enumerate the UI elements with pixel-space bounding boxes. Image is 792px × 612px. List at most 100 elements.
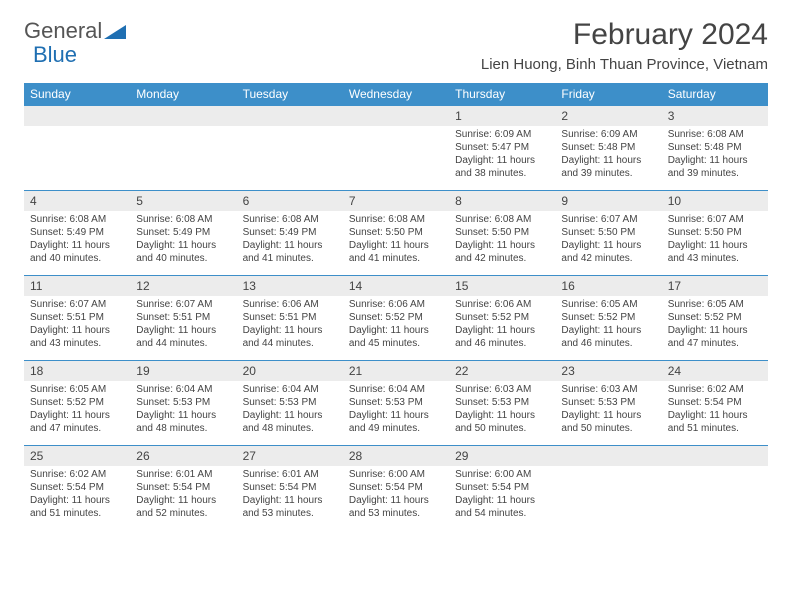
sunset-text: Sunset: 5:54 PM	[349, 482, 423, 493]
day-number: 27	[237, 446, 343, 467]
daylight-text: Daylight: 11 hours and 40 minutes.	[30, 240, 110, 264]
daylight-text: Daylight: 11 hours and 48 minutes.	[243, 410, 323, 434]
day-cell: Sunrise: 6:08 AMSunset: 5:49 PMDaylight:…	[237, 211, 343, 276]
sunset-text: Sunset: 5:51 PM	[30, 312, 104, 323]
detail-row: Sunrise: 6:05 AM Sunset: 5:52 PM Daylight:…	[24, 381, 768, 446]
daylight-text: Daylight: 11 hours and 52 minutes.	[136, 495, 216, 519]
sunset-text: Sunset: 5:51 PM	[136, 312, 210, 323]
day-cell: Sunrise: 6:03 AMSunset: 5:53 PMDaylight:…	[555, 381, 661, 446]
sunrise-text: Sunrise: 6:08 AM	[349, 214, 425, 225]
day-number: 8	[449, 191, 555, 212]
daylight-text: Daylight: 11 hours and 40 minutes.	[136, 240, 216, 264]
sunrise-text: Sunrise: 6:08 AM	[30, 214, 106, 225]
day-cell	[24, 126, 130, 191]
day-number: 7	[343, 191, 449, 212]
daylight-text: Daylight: 11 hours and 39 minutes.	[561, 155, 641, 179]
day-number: 1	[449, 106, 555, 127]
day-cell: Sunrise: 6:06 AMSunset: 5:51 PMDaylight:…	[237, 296, 343, 361]
sunset-text: Sunset: 5:54 PM	[243, 482, 317, 493]
daylight-text: Daylight: 11 hours and 51 minutes.	[30, 495, 110, 519]
sunset-text: Sunset: 5:54 PM	[136, 482, 210, 493]
daylight-text: Daylight: 11 hours and 44 minutes.	[136, 325, 216, 349]
day-header: Thursday	[449, 83, 555, 106]
day-cell: Sunrise: 6:09 AMSunset: 5:48 PMDaylight:…	[555, 126, 661, 191]
day-number	[555, 446, 661, 467]
day-cell	[237, 126, 343, 191]
sunset-text: Sunset: 5:48 PM	[561, 142, 635, 153]
sunset-text: Sunset: 5:53 PM	[243, 397, 317, 408]
day-number: 19	[130, 361, 236, 382]
daylight-text: Daylight: 11 hours and 49 minutes.	[349, 410, 429, 434]
day-cell: Sunrise: 6:05 AM Sunset: 5:52 PM Daylight:…	[555, 296, 661, 361]
daynum-row: 11121314151617	[24, 276, 768, 297]
sunset-text: Sunset: 5:50 PM	[561, 227, 635, 238]
logo: General	[24, 18, 126, 44]
sunrise-text: Sunrise: 6:07 AM	[136, 299, 212, 310]
month-title: February 2024	[481, 18, 768, 52]
day-number	[130, 106, 236, 127]
sunrise-text: Sunrise: 6:06 AM	[243, 299, 319, 310]
daylight-text: Daylight: 11 hours and 53 minutes.	[349, 495, 429, 519]
day-number: 16	[555, 276, 661, 297]
detail-row: Sunrise: 6:02 AMSunset: 5:54 PMDaylight:…	[24, 466, 768, 530]
day-number: 20	[237, 361, 343, 382]
day-number: 22	[449, 361, 555, 382]
sunset-text: Sunset: 5:52 PM	[455, 312, 529, 323]
day-cell: Sunrise: 6:01 AMSunset: 5:54 PMDaylight:…	[237, 466, 343, 530]
day-number: 13	[237, 276, 343, 297]
day-header: Sunday	[24, 83, 130, 106]
day-cell: Sunrise: 6:02 AMSunset: 5:54 PMDaylight:…	[662, 381, 768, 446]
daylight-text: Daylight: 11 hours and 42 minutes.	[561, 240, 641, 264]
sunrise-text: Sunrise: 6:01 AM	[243, 469, 319, 480]
daylight-text: Daylight: 11 hours and 43 minutes.	[668, 240, 748, 264]
sunset-text: Sunset: 5:52 PM	[561, 312, 635, 323]
day-number: 25	[24, 446, 130, 467]
title-block: February 2024 Lien Huong, Binh Thuan Pro…	[481, 18, 768, 73]
sunset-text: Sunset: 5:49 PM	[243, 227, 317, 238]
daylight-text: Daylight: 11 hours and 46 minutes.	[561, 325, 641, 349]
sunrise-text: Sunrise: 6:07 AM	[668, 214, 744, 225]
page-header: General February 2024 Lien Huong, Binh T…	[24, 18, 768, 73]
sunset-text: Sunset: 5:50 PM	[349, 227, 423, 238]
sunrise-text: Sunrise: 6:01 AM	[136, 469, 212, 480]
logo-text-blue: Blue	[33, 42, 77, 68]
day-cell: Sunrise: 6:07 AMSunset: 5:50 PMDaylight:…	[555, 211, 661, 276]
day-cell: Sunrise: 6:05 AMSunset: 5:52 PMDaylight:…	[24, 381, 130, 446]
day-cell: Sunrise: 6:08 AMSunset: 5:50 PMDaylight:…	[343, 211, 449, 276]
daynum-row: 18192021222324	[24, 361, 768, 382]
daylight-text: Daylight: 11 hours and 48 minutes.	[136, 410, 216, 434]
sunset-text: Sunset: 5:48 PM	[668, 142, 742, 153]
day-header: Saturday	[662, 83, 768, 106]
sunset-text: Sunset: 5:52 PM	[30, 397, 104, 408]
day-number: 9	[555, 191, 661, 212]
daylight-text: Daylight: 11 hours and 39 minutes.	[668, 155, 748, 179]
sunrise-text: Sunrise: 6:05 AM	[561, 299, 637, 310]
day-header: Wednesday	[343, 83, 449, 106]
day-cell: Sunrise: 6:07 AMSunset: 5:50 PMDaylight:…	[662, 211, 768, 276]
daylight-text: Daylight: 11 hours and 50 minutes.	[561, 410, 641, 434]
day-number: 24	[662, 361, 768, 382]
day-number: 6	[237, 191, 343, 212]
sunrise-text: Sunrise: 6:06 AM	[349, 299, 425, 310]
sunset-text: Sunset: 5:52 PM	[349, 312, 423, 323]
day-header: Tuesday	[237, 83, 343, 106]
logo-triangle-icon	[104, 23, 126, 39]
sunrise-text: Sunrise: 6:03 AM	[455, 384, 531, 395]
sunset-text: Sunset: 5:54 PM	[455, 482, 529, 493]
calendar-table: Sunday Monday Tuesday Wednesday Thursday…	[24, 83, 768, 530]
day-cell: Sunrise: 6:08 AMSunset: 5:50 PMDaylight:…	[449, 211, 555, 276]
sunset-text: Sunset: 5:47 PM	[455, 142, 529, 153]
day-cell: Sunrise: 6:04 AM Sunset: 5:53 PM Daylight:…	[237, 381, 343, 446]
sunrise-text: Sunrise: 6:00 AM	[455, 469, 531, 480]
day-cell: Sunrise: 6:08 AMSunset: 5:49 PMDaylight:…	[130, 211, 236, 276]
sunrise-text: Sunrise: 6:04 AM	[243, 384, 319, 395]
sunrise-text: Sunrise: 6:04 AM	[136, 384, 212, 395]
day-number: 23	[555, 361, 661, 382]
detail-row: Sunrise: 6:09 AMSunset: 5:47 PMDaylight:…	[24, 126, 768, 191]
sunrise-text: Sunrise: 6:05 AM	[30, 384, 106, 395]
daylight-text: Daylight: 11 hours and 43 minutes.	[30, 325, 110, 349]
day-cell: Sunrise: 6:07 AMSunset: 5:51 PMDaylight:…	[24, 296, 130, 361]
sunset-text: Sunset: 5:51 PM	[243, 312, 317, 323]
daylight-text: Daylight: 11 hours and 42 minutes.	[455, 240, 535, 264]
day-number: 28	[343, 446, 449, 467]
